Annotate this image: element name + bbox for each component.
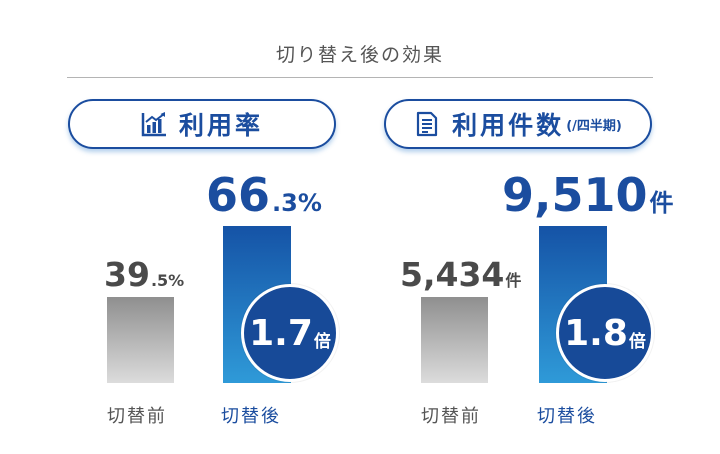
usage-rate-ratio-badge: 1.7 倍 bbox=[241, 284, 339, 382]
bar-chart-icon bbox=[141, 112, 166, 137]
usage-rate-before-value: 39.5% bbox=[104, 255, 185, 294]
usage-count-sublabel: (/四半期) bbox=[566, 118, 622, 134]
page-title: 切り替え後の効果 bbox=[275, 44, 444, 66]
usage-count-after-value: 9,510 件 bbox=[502, 168, 674, 222]
usage-rate-before-bar bbox=[107, 297, 174, 383]
document-icon bbox=[417, 111, 438, 137]
usage-count-label: 利用件数 bbox=[452, 111, 565, 140]
usage-count-before-label: 切替前 bbox=[421, 406, 481, 427]
usage-rate-after-label: 切替後 bbox=[221, 406, 281, 427]
usage-count-before-value: 5,434 件 bbox=[400, 255, 522, 294]
title-divider bbox=[67, 77, 653, 78]
usage-count-header: 利用件数 (/四半期) bbox=[384, 99, 652, 149]
usage-rate-after-value: 66.3% bbox=[206, 168, 322, 222]
usage-count-before-bar bbox=[421, 297, 488, 383]
usage-count-after-label: 切替後 bbox=[537, 406, 597, 427]
usage-rate-before-label: 切替前 bbox=[107, 406, 167, 427]
usage-count-ratio-badge: 1.8 倍 bbox=[556, 284, 654, 382]
usage-rate-header: 利用率 bbox=[68, 99, 336, 149]
usage-rate-label: 利用率 bbox=[178, 111, 263, 140]
